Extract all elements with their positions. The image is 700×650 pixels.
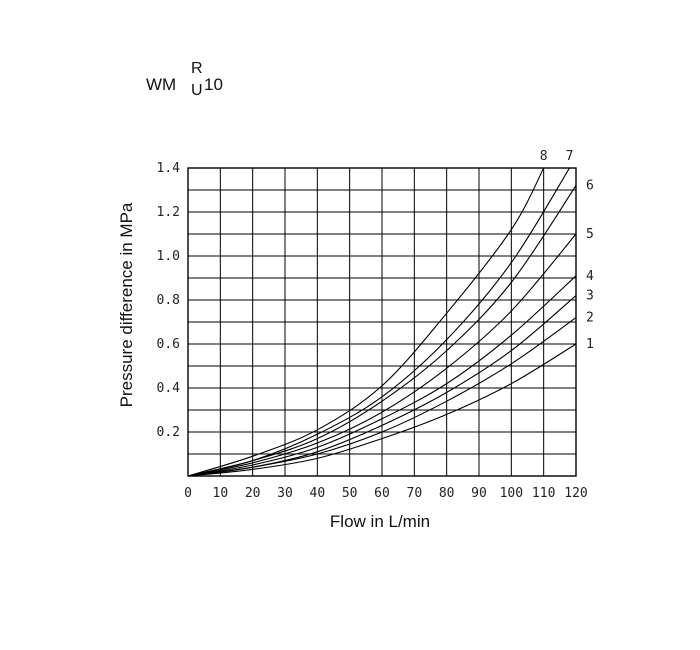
y-tick-label: 1.2 bbox=[157, 205, 180, 220]
x-tick-label: 80 bbox=[439, 486, 455, 501]
y-tick-label: 0.6 bbox=[157, 337, 180, 352]
x-tick-label: 20 bbox=[245, 486, 261, 501]
title-prefix: WM bbox=[146, 75, 177, 94]
curve-1 bbox=[187, 343, 577, 477]
plot-frame bbox=[187, 167, 577, 477]
chart-curves bbox=[187, 167, 577, 477]
x-tick-label: 60 bbox=[374, 486, 390, 501]
chart-grid bbox=[187, 167, 577, 477]
curve-label-5: 5 bbox=[586, 227, 594, 242]
curve-3 bbox=[187, 295, 577, 477]
curve-8 bbox=[187, 167, 545, 477]
curve-5 bbox=[187, 233, 577, 477]
x-tick-label: 50 bbox=[342, 486, 358, 501]
curve-label-8: 8 bbox=[540, 149, 548, 164]
x-tick-label: 30 bbox=[277, 486, 293, 501]
x-tick-label: 110 bbox=[532, 486, 555, 501]
y-axis-label: Pressure difference in MPa bbox=[117, 202, 136, 407]
title-subscript: U bbox=[191, 82, 203, 99]
y-tick-label: 0.2 bbox=[157, 425, 180, 440]
y-tick-label: 0.8 bbox=[157, 293, 180, 308]
title-superscript: R bbox=[191, 60, 203, 77]
x-axis-label: Flow in L/min bbox=[330, 512, 430, 531]
curve-label-4: 4 bbox=[586, 269, 594, 284]
y-tick-label: 0.4 bbox=[157, 381, 181, 396]
curve-4 bbox=[187, 275, 577, 477]
x-tick-label: 100 bbox=[500, 486, 523, 501]
chart-labels: 1 2 3 4 5 67 8 bbox=[540, 149, 594, 352]
curve-label-1: 1 bbox=[586, 337, 594, 352]
curve-label-2: 2 bbox=[586, 311, 594, 326]
curve-label-3: 3 bbox=[586, 289, 594, 304]
y-tick-label: 1.4 bbox=[157, 161, 181, 176]
curve-label-6: 6 bbox=[586, 179, 594, 194]
title-suffix: 10 bbox=[204, 75, 223, 94]
x-tick-label: 0 bbox=[184, 486, 192, 501]
x-tick-label: 70 bbox=[407, 486, 423, 501]
x-tick-label: 120 bbox=[564, 486, 587, 501]
curve-label-7: 7 bbox=[566, 149, 574, 164]
x-tick-label: 40 bbox=[310, 486, 326, 501]
curve-7 bbox=[187, 167, 570, 477]
chart-ticks: 0 10 20 30 40 50 60 70 80 90 100 110 120 0.2 0.4 0.6 0.8… bbox=[157, 161, 588, 501]
x-tick-label: 90 bbox=[471, 486, 487, 501]
x-tick-label: 10 bbox=[213, 486, 229, 501]
y-tick-label: 1.0 bbox=[157, 249, 180, 264]
